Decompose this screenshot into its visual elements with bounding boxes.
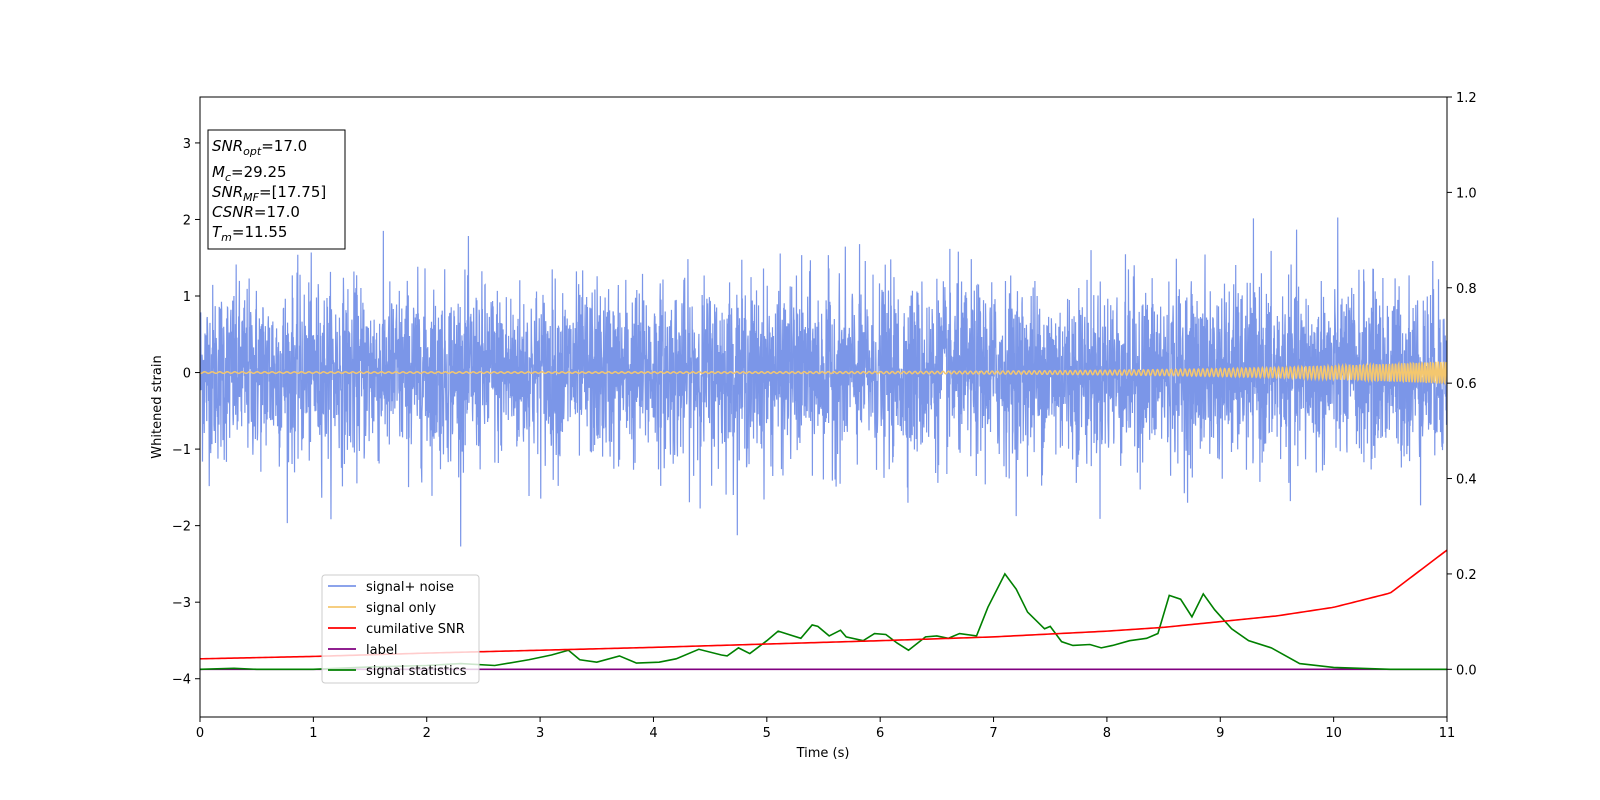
annotation-line: CSNR=17.0 xyxy=(212,203,300,221)
y-tick-label: −3 xyxy=(172,596,191,611)
y-axis-right: 1.2 1.0 0.8 0.6 0.4 0.2 0.0 xyxy=(1447,91,1477,678)
x-tick-label: 6 xyxy=(876,726,884,741)
x-tick-label: 7 xyxy=(989,726,997,741)
legend-entry: signal+ noise xyxy=(366,580,454,595)
annotation-line: SNRopt=17.0 xyxy=(212,137,307,158)
x-axis-label: Time (s) xyxy=(796,746,850,761)
y-tick-label: −1 xyxy=(172,443,191,458)
legend-entry: signal statistics xyxy=(366,664,467,679)
legend: signal+ noise signal only cumilative SNR la… xyxy=(321,574,480,684)
legend-entry: signal only xyxy=(366,601,436,616)
x-tick-label: 4 xyxy=(649,726,657,741)
annotation-symbol: M xyxy=(212,163,225,181)
y-tick-label: 2 xyxy=(183,213,191,228)
annotation-value: =17.0 xyxy=(254,203,300,221)
y2-tick-label: 1.2 xyxy=(1456,91,1477,106)
y2-tick-label: 0.2 xyxy=(1456,568,1477,583)
annotation-value: =[17.75] xyxy=(259,183,326,201)
annotation-subscript: MF xyxy=(243,191,259,204)
annotation-symbol: SNR xyxy=(212,183,243,201)
y2-tick-label: 0.0 xyxy=(1456,663,1477,678)
x-tick-label: 3 xyxy=(536,726,544,741)
annotation-frame xyxy=(207,129,346,250)
x-tick-label: 9 xyxy=(1216,726,1224,741)
annotation-subscript: opt xyxy=(243,145,262,158)
x-tick-label: 10 xyxy=(1325,726,1342,741)
y-tick-label: 3 xyxy=(183,137,191,152)
series-signal-noise xyxy=(200,217,1447,547)
x-tick-label: 2 xyxy=(423,726,431,741)
annotation-subscript: m xyxy=(221,231,232,244)
annotation-line: Mc=29.25 xyxy=(212,163,287,184)
annotation-value: =29.25 xyxy=(231,163,287,181)
x-axis: 0 1 2 3 4 5 6 7 8 9 10 11 xyxy=(196,717,1455,741)
series-signal-only xyxy=(200,360,1447,386)
plot-frame xyxy=(199,96,1448,718)
y-tick-label: −4 xyxy=(172,673,191,688)
annotation-line: SNRMF=[17.75] xyxy=(212,183,326,204)
legend-entry: cumilative SNR xyxy=(366,622,465,637)
annotation-value: =11.55 xyxy=(232,223,288,241)
annotation-symbol: T xyxy=(212,223,223,241)
annotation-symbol: SNR xyxy=(212,137,243,155)
legend-entry: label xyxy=(366,643,397,658)
series-signal-statistics xyxy=(200,572,1447,671)
x-tick-label: 5 xyxy=(763,726,771,741)
x-tick-label: 1 xyxy=(309,726,317,741)
y2-tick-label: 0.6 xyxy=(1456,377,1477,392)
stats-annotation-box: SNRopt=17.0Mc=29.25SNRMF=[17.75]CSNR=17.… xyxy=(207,129,346,250)
annotation-value: =17.0 xyxy=(261,137,307,155)
annotation-subscript: c xyxy=(225,171,231,184)
y-tick-label: 1 xyxy=(183,290,191,305)
annotation-line: Tm=11.55 xyxy=(212,223,287,244)
y-tick-label: −2 xyxy=(172,520,191,535)
x-tick-label: 8 xyxy=(1103,726,1111,741)
annotation-symbol: CSNR xyxy=(212,203,254,221)
y2-tick-label: 0.4 xyxy=(1456,473,1477,488)
legend-frame xyxy=(321,574,480,684)
y2-tick-label: 0.8 xyxy=(1456,282,1477,297)
y-axis-left: 3 2 1 0 −1 −2 −3 −4 xyxy=(172,137,200,688)
y2-tick-label: 1.0 xyxy=(1456,186,1477,201)
y-tick-label: 0 xyxy=(183,367,191,382)
x-tick-label: 0 xyxy=(196,726,204,741)
x-tick-label: 11 xyxy=(1439,726,1456,741)
y-axis-label: Whitened strain xyxy=(150,355,165,458)
